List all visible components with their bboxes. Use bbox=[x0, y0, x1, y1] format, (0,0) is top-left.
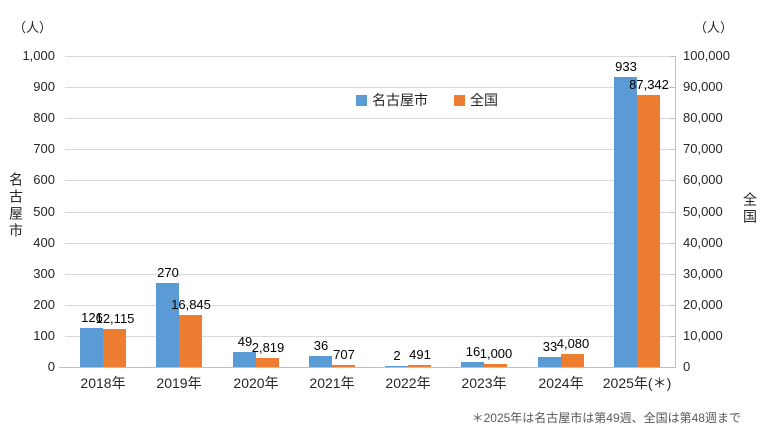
right-axis-unit-label: （人） bbox=[694, 20, 734, 35]
right-axis-tick-label: 30,000 bbox=[683, 266, 723, 281]
gridline bbox=[65, 336, 675, 337]
bar-zenkoku bbox=[561, 354, 584, 367]
x-axis-category-label: 2022年 bbox=[385, 375, 431, 391]
left-axis-tick-label: 1,000 bbox=[22, 48, 55, 63]
bar-zenkoku bbox=[637, 95, 660, 367]
bar-nagoya bbox=[156, 283, 179, 367]
bar-zenkoku bbox=[256, 358, 279, 367]
bar-value-label: 16,845 bbox=[171, 297, 211, 312]
gridline bbox=[65, 274, 675, 275]
left-axis-tick-label: 300 bbox=[33, 266, 55, 281]
bar-value-label: 16 bbox=[465, 344, 481, 359]
x-axis-category-label: 2019年 bbox=[156, 375, 202, 391]
bar-nagoya bbox=[385, 366, 408, 367]
left-axis-tick-label: 0 bbox=[47, 359, 55, 374]
right-axis-tick-label: 40,000 bbox=[683, 235, 723, 250]
left-axis-unit-label: （人） bbox=[12, 20, 52, 35]
bar-value-label: 491 bbox=[409, 347, 431, 362]
left-axis-title: 名古屋市 bbox=[8, 172, 24, 240]
footnote: ＊2025年は名古屋市は第49週、全国は第48週まで bbox=[471, 411, 741, 425]
right-axis-title: 全国 bbox=[742, 192, 758, 226]
left-axis-tick-label: 900 bbox=[33, 79, 55, 94]
right-axis-tick-label: 0 bbox=[683, 359, 691, 374]
bar-nagoya bbox=[80, 328, 103, 367]
gridline bbox=[65, 149, 675, 150]
x-axis-category-label: 2023年 bbox=[461, 375, 507, 391]
right-axis-tick-label: 100,000 bbox=[683, 48, 730, 63]
left-axis-tick-label: 100 bbox=[33, 328, 55, 343]
gridline bbox=[65, 243, 675, 244]
bar-zenkoku bbox=[179, 315, 202, 367]
right-axis-line bbox=[675, 56, 676, 368]
right-axis-tick-mark bbox=[670, 149, 675, 150]
legend: 名古屋市 全国 bbox=[356, 90, 498, 110]
bar-value-label: 270 bbox=[157, 265, 179, 280]
x-axis-category-label: 2021年 bbox=[309, 375, 355, 391]
right-axis-tick-mark bbox=[670, 212, 675, 213]
bar-value-label: 707 bbox=[333, 347, 355, 362]
gridline bbox=[65, 305, 675, 306]
bar-value-label: 12,115 bbox=[95, 311, 135, 326]
left-axis-tick-label: 700 bbox=[33, 141, 55, 156]
bar-zenkoku bbox=[103, 329, 126, 367]
right-axis-tick-mark bbox=[670, 180, 675, 181]
x-axis-category-label: 2025年(＊) bbox=[602, 375, 672, 391]
bar-value-label: 49 bbox=[237, 334, 253, 349]
legend-item-label: 全国 bbox=[470, 92, 498, 108]
left-axis-tick-label: 400 bbox=[33, 235, 55, 250]
gridline bbox=[65, 118, 675, 119]
bar-nagoya bbox=[233, 352, 256, 367]
right-axis-tick-mark bbox=[670, 274, 675, 275]
right-axis-tick-mark bbox=[670, 336, 675, 337]
bar-zenkoku bbox=[332, 365, 355, 367]
left-axis-tick-label: 800 bbox=[33, 110, 55, 125]
bar-value-label: 33 bbox=[542, 339, 558, 354]
bar-value-label: 2,819 bbox=[251, 340, 285, 355]
legend-item-label: 名古屋市 bbox=[372, 92, 428, 108]
left-axis-tick-label: 600 bbox=[33, 172, 55, 187]
bar-zenkoku bbox=[408, 365, 431, 367]
legend-item: 全国 bbox=[454, 90, 498, 110]
x-axis-category-label: 2024年 bbox=[538, 375, 584, 391]
right-axis-tick-label: 90,000 bbox=[683, 79, 723, 94]
x-axis-category-label: 2018年 bbox=[80, 375, 126, 391]
right-axis-tick-label: 10,000 bbox=[683, 328, 723, 343]
bar-value-label: 2 bbox=[393, 348, 401, 363]
gridline bbox=[65, 87, 675, 88]
bar-nagoya bbox=[538, 357, 561, 367]
right-axis-tick-mark bbox=[670, 305, 675, 306]
right-axis-tick-label: 60,000 bbox=[683, 172, 723, 187]
bar-zenkoku bbox=[484, 364, 507, 367]
right-axis-tick-label: 70,000 bbox=[683, 141, 723, 156]
legend-swatch-icon bbox=[356, 94, 367, 106]
right-axis-tick-mark bbox=[670, 243, 675, 244]
x-axis-category-label: 2020年 bbox=[233, 375, 279, 391]
right-axis-tick-mark bbox=[670, 56, 675, 57]
right-axis-tick-label: 20,000 bbox=[683, 297, 723, 312]
right-axis-tick-label: 80,000 bbox=[683, 110, 723, 125]
x-axis-line bbox=[59, 367, 675, 368]
right-axis-tick-mark bbox=[670, 87, 675, 88]
gridline bbox=[65, 180, 675, 181]
left-axis-tick-label: 500 bbox=[33, 204, 55, 219]
legend-item: 名古屋市 bbox=[356, 90, 428, 110]
bar-nagoya bbox=[461, 362, 484, 367]
bar-nagoya bbox=[309, 356, 332, 367]
legend-swatch-icon bbox=[454, 94, 465, 106]
bar-value-label: 4,080 bbox=[556, 336, 590, 351]
right-axis-tick-mark bbox=[670, 118, 675, 119]
bar-value-label: 87,342 bbox=[629, 77, 669, 92]
bar-value-label: 36 bbox=[313, 338, 329, 353]
gridline bbox=[65, 56, 675, 57]
bar-value-label: 933 bbox=[615, 59, 637, 74]
left-axis-tick-label: 200 bbox=[33, 297, 55, 312]
bar-nagoya bbox=[614, 77, 637, 367]
right-axis-tick-label: 50,000 bbox=[683, 204, 723, 219]
bar-value-label: 126 bbox=[81, 310, 103, 325]
gridline bbox=[65, 212, 675, 213]
bar-value-label: 1,000 bbox=[479, 346, 513, 361]
